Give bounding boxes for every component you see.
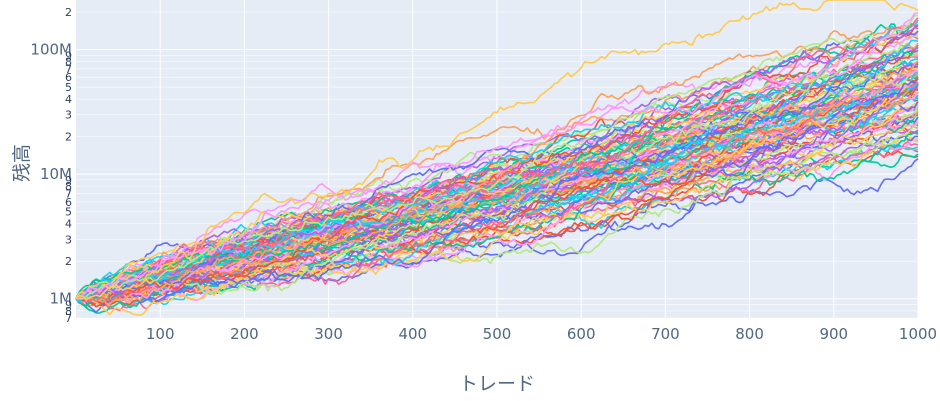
series-line — [75, 12, 919, 300]
x-axis-title: トレード — [459, 373, 535, 395]
x-tick-label: 300 — [314, 325, 343, 343]
y-tick-label-minor: 3 — [65, 109, 72, 122]
series-line — [75, 109, 919, 301]
y-tick-label-minor: 7 — [65, 312, 72, 325]
x-tick-label: 700 — [651, 325, 680, 343]
x-tick-label: 400 — [398, 325, 427, 343]
x-tick-label: 600 — [567, 325, 596, 343]
series-line — [75, 32, 919, 300]
y-tick-label-major: 10M — [40, 165, 72, 183]
y-tick-label-minor: 5 — [65, 81, 72, 94]
y-tick-label-minor: 9 — [65, 49, 72, 62]
series-line — [75, 78, 919, 300]
series-line — [75, 60, 919, 302]
y-tick-label-minor: 9 — [65, 174, 72, 187]
series-line — [75, 39, 919, 302]
x-tick-label: 900 — [819, 325, 848, 343]
series-group — [75, 0, 919, 316]
y-tick-label-minor: 9 — [65, 298, 72, 311]
y-tick-label-major: 1M — [50, 290, 73, 308]
y-tick-label-minor: 2 — [65, 131, 72, 144]
y-tick-label-minor: 5 — [65, 206, 72, 219]
series-line — [75, 29, 919, 300]
y-tick-label-minor: 2 — [65, 6, 72, 19]
series-line — [75, 49, 919, 304]
x-tick-label: 100 — [146, 325, 175, 343]
y-tick-label-minor: 4 — [65, 93, 72, 106]
series-line — [75, 59, 919, 300]
y-tick-label-minor: 3 — [65, 233, 72, 246]
y-tick-label-minor: 7 — [65, 63, 72, 76]
y-tick-label-minor: 4 — [65, 218, 72, 231]
series-line — [75, 69, 919, 300]
x-tick-label: 500 — [483, 325, 512, 343]
y-tick-label-minor: 6 — [65, 71, 72, 84]
series-line — [75, 17, 919, 303]
series-line — [75, 33, 919, 300]
y-tick-label-minor: 6 — [65, 196, 72, 209]
y-tick-label-minor: 8 — [65, 56, 72, 69]
y-axis-title: 残高 — [11, 144, 33, 182]
series-line — [75, 0, 919, 301]
y-tick-label-minor: 8 — [65, 180, 72, 193]
series-line — [75, 33, 919, 301]
x-tick-label: 1000 — [899, 325, 937, 343]
y-tick-label-minor: 8 — [65, 305, 72, 318]
y-tick-label-minor: 7 — [65, 187, 72, 200]
x-tick-labels: 100 200 300 400 500 600 700 800 900 1000 — [146, 325, 937, 343]
x-tick-label: 800 — [735, 325, 764, 343]
x-tick-label: 200 — [230, 325, 259, 343]
y-tick-label-minor: 2 — [65, 255, 72, 268]
y-tick-label-major: 100M — [30, 41, 72, 59]
